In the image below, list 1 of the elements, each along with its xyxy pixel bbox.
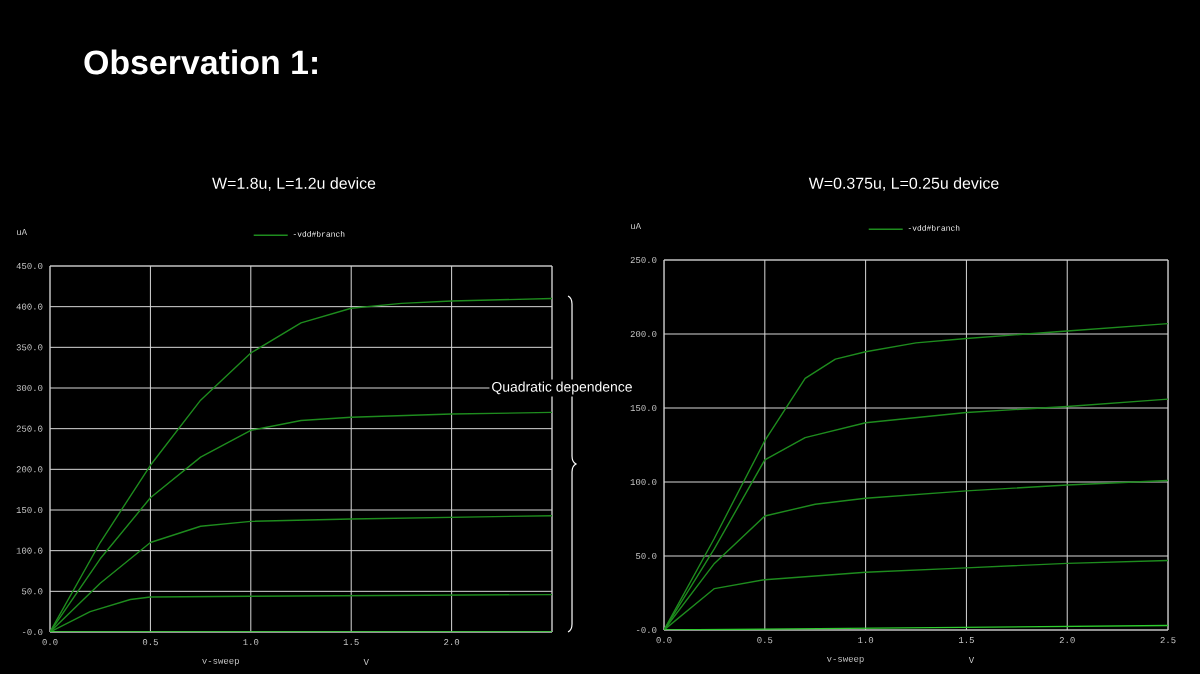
chart-title: Observation 1: [84,49,317,75]
